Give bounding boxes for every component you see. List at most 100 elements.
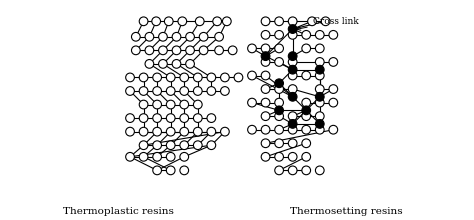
Circle shape: [275, 125, 283, 134]
Circle shape: [275, 17, 283, 26]
Circle shape: [186, 60, 194, 68]
Circle shape: [145, 46, 154, 55]
Circle shape: [126, 73, 135, 82]
Circle shape: [220, 87, 229, 95]
Circle shape: [302, 112, 310, 121]
Circle shape: [178, 17, 187, 26]
Circle shape: [302, 98, 310, 107]
Circle shape: [261, 125, 270, 134]
Circle shape: [153, 114, 162, 123]
Circle shape: [275, 44, 283, 53]
Circle shape: [261, 98, 270, 107]
Circle shape: [275, 85, 283, 94]
Circle shape: [261, 58, 270, 66]
Circle shape: [186, 32, 194, 41]
Circle shape: [145, 60, 154, 68]
Circle shape: [193, 127, 202, 136]
Circle shape: [193, 87, 202, 95]
Circle shape: [159, 32, 167, 41]
Circle shape: [288, 139, 297, 148]
Circle shape: [275, 79, 283, 88]
Text: Cross link: Cross link: [297, 17, 358, 30]
Circle shape: [288, 92, 297, 101]
Circle shape: [275, 112, 283, 121]
Circle shape: [315, 112, 324, 121]
Circle shape: [207, 73, 216, 82]
Circle shape: [207, 141, 216, 150]
Circle shape: [302, 106, 310, 115]
Circle shape: [275, 98, 283, 107]
Circle shape: [275, 106, 283, 115]
Circle shape: [215, 32, 223, 41]
Circle shape: [166, 87, 175, 95]
Circle shape: [228, 46, 237, 55]
Circle shape: [275, 152, 283, 161]
Circle shape: [302, 44, 310, 53]
Circle shape: [126, 127, 135, 136]
Circle shape: [139, 87, 148, 95]
Circle shape: [153, 73, 162, 82]
Circle shape: [153, 100, 162, 109]
Circle shape: [139, 100, 148, 109]
Circle shape: [288, 25, 297, 33]
Circle shape: [329, 85, 337, 94]
Circle shape: [215, 46, 223, 55]
Circle shape: [315, 65, 324, 74]
Circle shape: [261, 112, 270, 121]
Circle shape: [139, 127, 148, 136]
Circle shape: [153, 127, 162, 136]
Circle shape: [222, 17, 231, 26]
Circle shape: [329, 31, 337, 39]
Circle shape: [315, 85, 324, 94]
Circle shape: [315, 44, 324, 53]
Circle shape: [186, 46, 194, 55]
Circle shape: [315, 58, 324, 66]
Circle shape: [261, 152, 270, 161]
Circle shape: [247, 125, 256, 134]
Circle shape: [261, 17, 270, 26]
Circle shape: [159, 60, 167, 68]
Circle shape: [220, 127, 229, 136]
Circle shape: [199, 32, 208, 41]
Circle shape: [180, 166, 189, 175]
Circle shape: [180, 100, 189, 109]
Circle shape: [164, 17, 173, 26]
Circle shape: [315, 92, 324, 101]
Circle shape: [193, 114, 202, 123]
Circle shape: [180, 73, 189, 82]
Circle shape: [153, 152, 162, 161]
Circle shape: [139, 73, 148, 82]
Circle shape: [220, 73, 229, 82]
Circle shape: [302, 139, 310, 148]
Circle shape: [207, 127, 216, 136]
Circle shape: [131, 32, 140, 41]
Circle shape: [139, 17, 148, 26]
Circle shape: [207, 87, 216, 95]
Circle shape: [153, 87, 162, 95]
Circle shape: [315, 98, 324, 107]
Circle shape: [166, 152, 175, 161]
Circle shape: [193, 100, 202, 109]
Circle shape: [302, 71, 310, 80]
Circle shape: [288, 52, 297, 60]
Circle shape: [329, 125, 337, 134]
Circle shape: [275, 58, 283, 66]
Circle shape: [126, 152, 135, 161]
Circle shape: [126, 114, 135, 123]
Circle shape: [288, 71, 297, 80]
Circle shape: [261, 31, 270, 39]
Circle shape: [247, 98, 256, 107]
Circle shape: [261, 139, 270, 148]
Circle shape: [315, 125, 324, 134]
Circle shape: [131, 46, 140, 55]
Circle shape: [302, 152, 310, 161]
Text: Thermoplastic resins: Thermoplastic resins: [63, 207, 174, 216]
Circle shape: [166, 114, 175, 123]
Circle shape: [329, 98, 337, 107]
Circle shape: [288, 119, 297, 128]
Circle shape: [302, 125, 310, 134]
Circle shape: [302, 166, 310, 175]
Circle shape: [288, 125, 297, 134]
Circle shape: [234, 73, 243, 82]
Circle shape: [308, 17, 316, 26]
